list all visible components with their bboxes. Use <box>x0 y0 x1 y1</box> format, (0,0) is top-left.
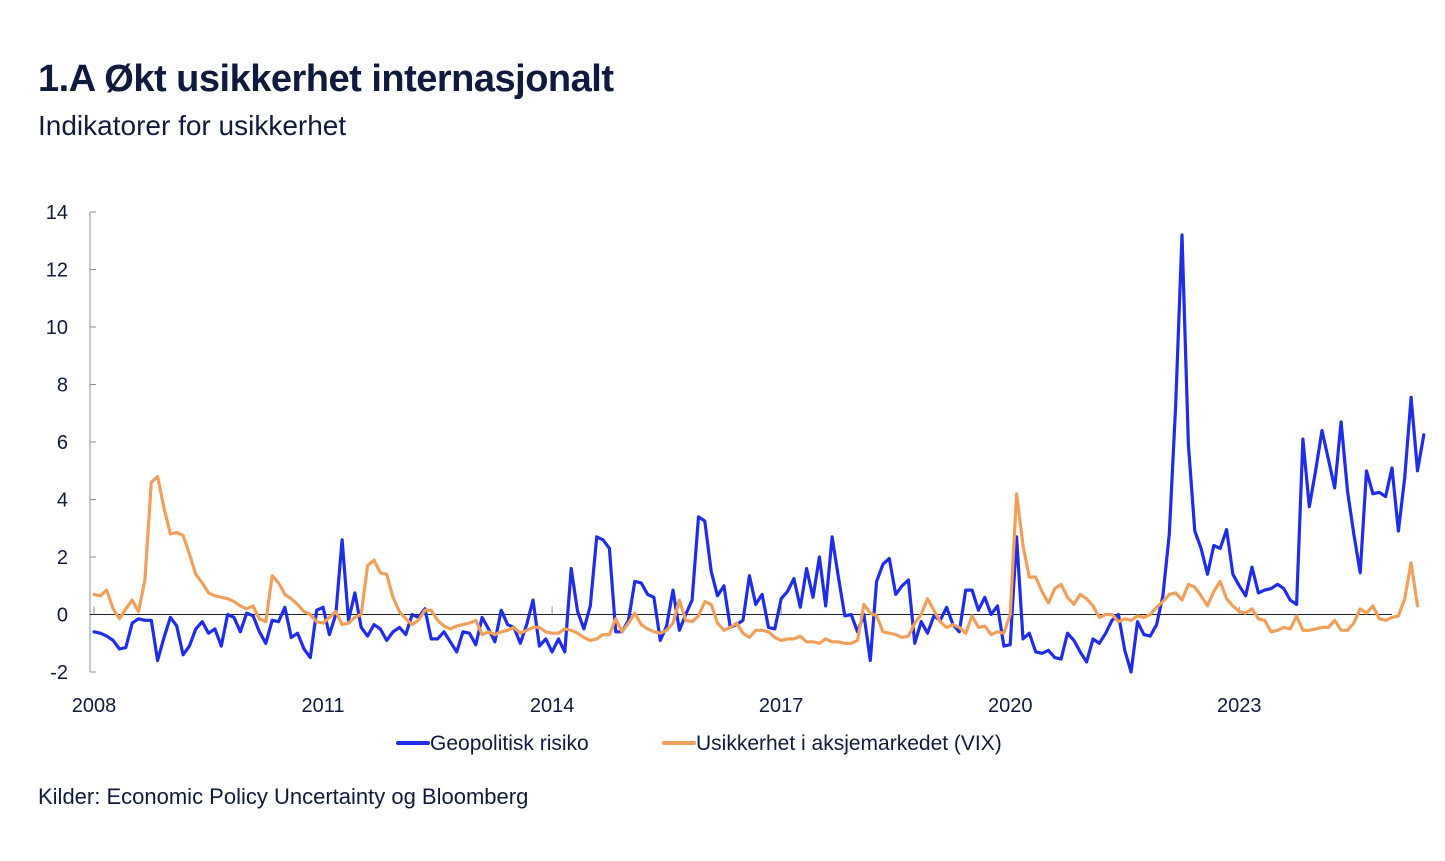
y-tick-label: 10 <box>46 317 68 339</box>
x-tick-label: 2023 <box>1217 695 1262 717</box>
series-line-geopolitisk-risiko <box>92 233 1426 674</box>
chart-subtitle: Indikatorer for usikkerhet <box>38 110 347 141</box>
x-tick-label: 2008 <box>72 695 117 717</box>
x-tick-label: 2014 <box>530 695 575 717</box>
y-tick-label: 0 <box>57 605 68 627</box>
x-tick-label: 2011 <box>302 695 345 717</box>
legend-label: Usikkerhet i aksjemarkedet (VIX) <box>696 732 1002 755</box>
y-tick-label: 8 <box>57 375 68 397</box>
chart-source: Kilder: Economic Policy Uncertainty og B… <box>38 784 529 809</box>
y-tick-label: 12 <box>46 260 68 282</box>
chart-legend: Geopolitisk risiko Usikkerhet i aksjemark… <box>396 732 1002 755</box>
chart-title: 1.A Økt usikkerhet internasjonalt <box>38 58 614 100</box>
series-line-vix <box>92 474 1420 645</box>
y-tick-label: -2 <box>50 662 68 684</box>
legend-label: Geopolitisk risiko <box>430 732 589 755</box>
y-tick-label: 6 <box>57 432 68 454</box>
chart-series-lines <box>92 233 1426 674</box>
y-tick-label: 2 <box>57 547 68 569</box>
y-tick-label: 14 <box>46 202 68 224</box>
x-tick-label: 2020 <box>988 695 1033 717</box>
x-tick-label: 2017 <box>759 695 804 717</box>
y-tick-label: 4 <box>57 490 68 512</box>
